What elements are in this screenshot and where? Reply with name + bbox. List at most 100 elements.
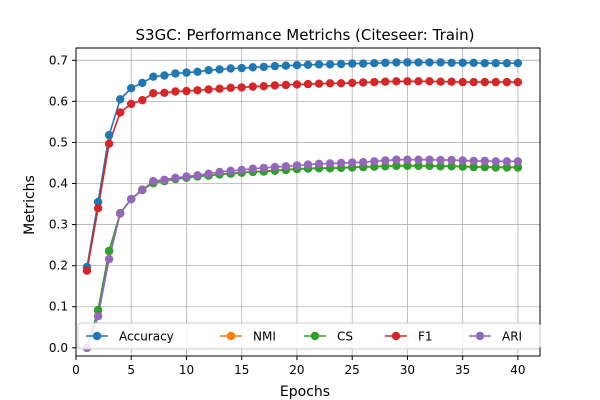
- data-point-f1: [182, 86, 191, 96]
- data-point-accuracy: [93, 197, 103, 207]
- data-point-cs: [502, 163, 512, 172]
- data-point-ari: [116, 209, 125, 218]
- data-point-ari: [193, 171, 202, 180]
- data-point-f1: [447, 77, 456, 86]
- data-point-f1: [193, 86, 202, 95]
- data-point-accuracy: [348, 59, 357, 68]
- data-point-cs: [480, 162, 489, 172]
- data-point-ari: [215, 167, 224, 177]
- series-line-accuracy: [86, 61, 518, 268]
- data-point-f1: [513, 77, 523, 87]
- data-point-accuracy: [281, 61, 291, 70]
- data-point-f1: [292, 80, 302, 89]
- data-point-f1: [403, 77, 412, 86]
- data-point-ari: [502, 157, 512, 166]
- chart-title: S3GC: Performance Metrichs (Citeseer: Tr…: [136, 26, 475, 44]
- data-point-ari: [414, 155, 423, 164]
- data-point-f1: [392, 77, 401, 86]
- data-point-accuracy: [336, 59, 346, 69]
- data-point-accuracy: [215, 65, 224, 74]
- legend-marker-accuracy: [92, 331, 102, 341]
- data-point-accuracy: [292, 60, 302, 70]
- data-point-ari: [292, 161, 302, 170]
- data-point-f1: [149, 89, 158, 98]
- x-tick-label: 5: [127, 363, 135, 377]
- data-point-f1: [502, 77, 512, 87]
- data-point-cs: [447, 162, 456, 171]
- data-point-accuracy: [359, 59, 368, 68]
- y-tick-label: 0.7: [49, 53, 68, 67]
- data-point-f1: [281, 80, 291, 90]
- data-point-accuracy: [436, 58, 445, 67]
- data-point-ari: [381, 156, 390, 165]
- data-point-ari: [160, 175, 169, 184]
- data-point-f1: [436, 77, 445, 86]
- data-point-f1: [480, 77, 489, 87]
- data-point-ari: [182, 172, 191, 181]
- data-point-cs: [381, 162, 390, 171]
- data-point-accuracy: [149, 72, 158, 81]
- data-point-accuracy: [314, 60, 324, 69]
- data-point-cs: [436, 162, 445, 171]
- data-point-ari: [226, 166, 235, 175]
- data-point-ari: [359, 158, 368, 167]
- data-point-f1: [237, 83, 246, 92]
- legend: Accuracy NMI CS F1 ARI: [77, 322, 541, 350]
- data-point-ari: [425, 155, 434, 164]
- data-point-accuracy: [491, 59, 500, 68]
- x-tick-label: 15: [234, 363, 249, 377]
- data-point-f1: [469, 77, 478, 87]
- y-axis-ticks: 0.0 0.1 0.2 0.3 0.4 0.5 0.6 0.7: [49, 53, 76, 355]
- data-point-accuracy: [248, 63, 257, 72]
- y-tick-label: 0.0: [49, 341, 68, 355]
- data-point-ari: [281, 162, 291, 171]
- data-point-f1: [82, 266, 92, 275]
- data-point-ari: [436, 155, 445, 165]
- data-point-accuracy: [325, 60, 335, 69]
- x-tick-label: 20: [289, 363, 304, 377]
- data-point-accuracy: [237, 63, 246, 73]
- data-point-accuracy: [469, 58, 478, 67]
- data-point-accuracy: [127, 84, 136, 93]
- x-axis-label: Epochs: [280, 384, 330, 400]
- data-point-accuracy: [381, 58, 390, 67]
- data-point-accuracy: [414, 58, 423, 67]
- data-point-f1: [458, 77, 467, 87]
- data-point-cs: [425, 161, 434, 171]
- data-point-f1: [425, 77, 434, 86]
- data-point-f1: [359, 78, 368, 87]
- series-lines: [86, 61, 518, 349]
- data-point-accuracy: [458, 58, 467, 67]
- data-point-ari: [270, 162, 280, 172]
- legend-marker-f1: [391, 331, 401, 341]
- legend-label-nmi: NMI: [253, 330, 276, 344]
- data-point-cs: [491, 163, 500, 172]
- series-line-f1: [86, 80, 518, 271]
- data-point-ari: [447, 155, 456, 165]
- data-point-accuracy: [270, 61, 280, 71]
- data-point-ari: [259, 163, 268, 173]
- data-point-ari: [392, 155, 401, 164]
- data-point-cs: [104, 246, 114, 256]
- data-point-ari: [237, 165, 246, 175]
- x-tick-label: 10: [179, 363, 194, 377]
- data-point-ari: [104, 254, 114, 264]
- legend-label-ari: ARI: [502, 330, 522, 344]
- data-point-f1: [325, 79, 335, 88]
- data-point-f1: [116, 108, 125, 117]
- legend-label-cs: CS: [337, 330, 353, 344]
- legend-label-accuracy: Accuracy: [119, 330, 174, 344]
- plot-frame: [75, 47, 541, 357]
- legend-marker-nmi: [226, 331, 236, 341]
- data-point-f1: [93, 204, 103, 213]
- data-point-f1: [314, 79, 324, 88]
- data-point-f1: [381, 77, 390, 86]
- data-point-cs: [469, 162, 478, 172]
- y-tick-label: 0.3: [49, 218, 68, 232]
- data-point-ari: [171, 173, 180, 182]
- legend-marker-ari: [475, 331, 485, 341]
- y-tick-label: 0.4: [49, 177, 68, 191]
- data-point-ari: [348, 158, 357, 167]
- x-tick-label: 0: [72, 363, 80, 377]
- data-point-ari: [513, 157, 523, 166]
